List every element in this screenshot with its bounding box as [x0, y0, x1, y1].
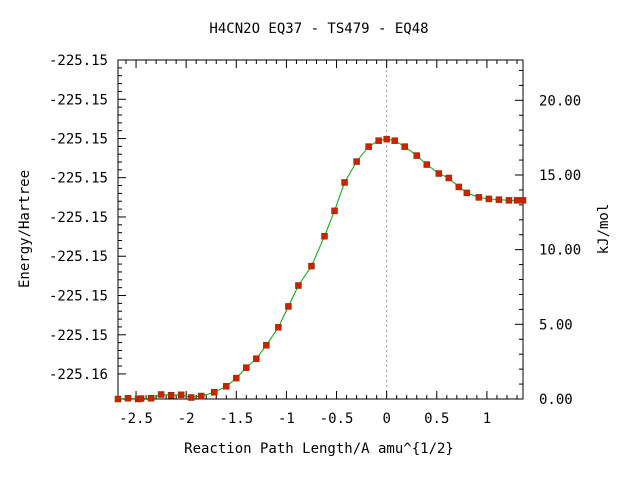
data-point	[375, 137, 382, 144]
y-left-tick-label: -225.15	[49, 132, 108, 148]
y-right-axis-label: kJ/mol	[596, 204, 612, 255]
x-tick-label: 1	[483, 411, 491, 427]
y-left-tick-label: -225.15	[49, 249, 108, 265]
data-point	[285, 303, 292, 310]
data-point	[243, 364, 250, 371]
y-left-tick-label: -225.15	[49, 171, 108, 187]
data-point	[413, 152, 420, 159]
data-point	[295, 282, 302, 289]
series-points	[114, 135, 527, 403]
data-point	[197, 392, 205, 400]
data-point	[519, 197, 527, 204]
y-right-tick-label: 0.00	[539, 392, 573, 408]
data-point	[383, 135, 390, 143]
y-right-tick-label: 15.00	[539, 168, 581, 184]
data-point	[463, 189, 471, 197]
data-point	[445, 174, 453, 182]
y-left-tick-label: -225.15	[49, 328, 108, 344]
data-point	[253, 355, 260, 362]
plot-frame	[117, 59, 524, 400]
data-point	[331, 207, 338, 215]
y-left-tick-label: -225.15	[49, 92, 108, 108]
data-point	[495, 196, 503, 203]
data-point	[187, 394, 195, 401]
data-point	[114, 395, 122, 403]
data-point	[308, 262, 315, 270]
x-tick-label: -0.5	[320, 411, 354, 427]
y-right-tick-label: 10.00	[539, 243, 581, 259]
data-point	[401, 143, 408, 150]
data-point	[275, 324, 282, 331]
x-tick-label: 0	[382, 411, 390, 427]
data-point	[210, 389, 218, 396]
data-point	[475, 194, 483, 201]
data-point	[485, 195, 493, 203]
y-left-tick-label: -225.15	[49, 53, 108, 69]
data-point	[321, 232, 328, 240]
data-point	[455, 183, 463, 191]
series-line	[117, 138, 523, 400]
energy-curve	[117, 138, 523, 400]
data-point	[177, 391, 185, 399]
y-left-tick-label: -225.16	[49, 367, 108, 383]
y-right-axis-ticks: 0.00 5.00 10.00 15.00 20.00	[515, 69, 581, 408]
data-point	[233, 374, 240, 382]
data-point	[167, 392, 175, 399]
y-left-tick-label: -225.15	[49, 210, 108, 226]
data-point	[147, 395, 155, 402]
y-left-axis-label: Energy/Hartree	[17, 170, 33, 288]
x-axis-ticks: -2.5 -2 -1.5 -1 -0.5 0 0.5 1	[119, 60, 518, 427]
data-point	[341, 179, 348, 186]
x-tick-label: -1.5	[219, 411, 253, 427]
y-left-axis-ticks: -225.15 -225.15 -225.15 -225.15 -225.15 -225.…	[49, 53, 126, 383]
x-tick-label: -2	[178, 411, 195, 427]
y-right-tick-label: 5.00	[539, 317, 573, 333]
chart-title: H4CN2O EQ37 - TS479 - EQ48	[209, 21, 428, 37]
data-point	[263, 341, 270, 349]
data-point	[157, 391, 165, 398]
data-point	[391, 137, 398, 144]
x-tick-label: -2.5	[119, 411, 153, 427]
x-tick-label: 0.5	[424, 411, 449, 427]
data-point	[365, 143, 372, 150]
data-point	[435, 170, 443, 177]
data-point	[223, 383, 230, 390]
x-axis-label: Reaction Path Length/A amu^{1/2}	[184, 441, 454, 457]
y-left-tick-label: -225.15	[49, 289, 108, 305]
data-point	[137, 395, 145, 402]
plot-border	[117, 59, 524, 400]
data-point	[423, 161, 431, 168]
x-tick-label: -1	[278, 411, 295, 427]
data-point	[124, 395, 132, 402]
data-point	[513, 197, 521, 204]
data-point	[505, 197, 513, 204]
y-right-tick-label: 20.00	[539, 93, 581, 109]
data-point	[353, 158, 360, 165]
